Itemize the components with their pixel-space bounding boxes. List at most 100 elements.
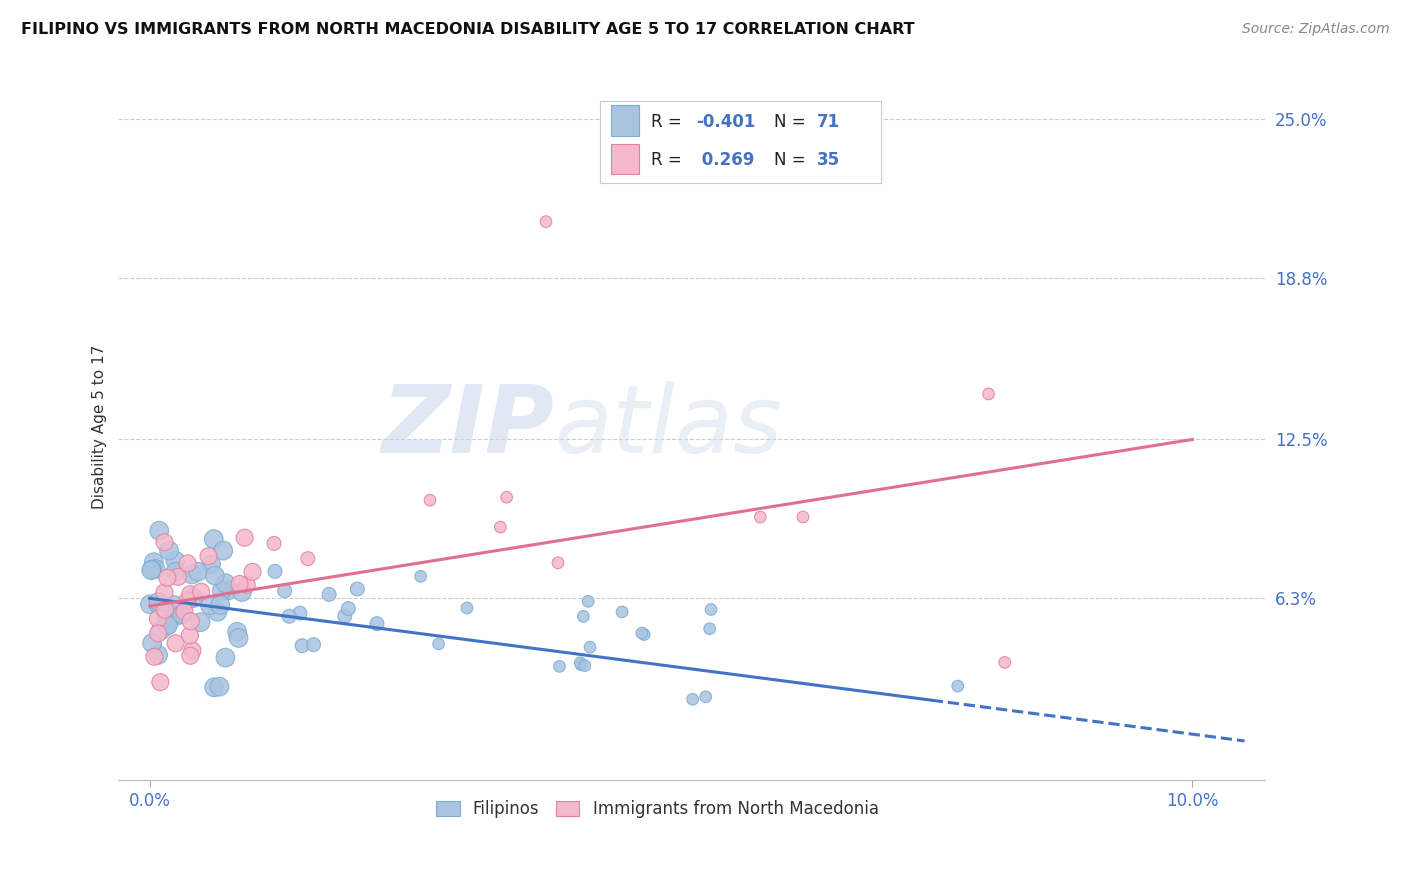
Point — [141, 562, 163, 576]
Point — [409, 569, 432, 583]
Point — [288, 606, 311, 620]
Point — [302, 638, 325, 652]
Point — [202, 532, 225, 546]
Point — [495, 490, 517, 504]
Point — [180, 567, 202, 582]
Point — [212, 543, 235, 558]
Point — [218, 583, 240, 598]
Point — [149, 623, 172, 637]
Point — [242, 565, 264, 579]
Point — [146, 612, 169, 626]
Point — [200, 558, 222, 572]
Point — [176, 593, 198, 607]
Point — [173, 605, 195, 619]
Point — [148, 524, 170, 538]
Point — [148, 598, 170, 612]
Point — [273, 583, 295, 598]
Point — [297, 551, 319, 566]
Point — [179, 587, 201, 601]
Point — [157, 543, 180, 558]
Point — [572, 609, 595, 624]
Point — [165, 607, 187, 622]
Point — [548, 659, 571, 673]
Point — [214, 576, 236, 591]
Point — [153, 599, 176, 614]
Point — [427, 637, 450, 651]
Point — [228, 631, 250, 645]
Point — [142, 555, 165, 569]
Point — [263, 536, 285, 550]
Point — [143, 649, 166, 664]
Point — [153, 585, 176, 599]
Text: atlas: atlas — [554, 381, 783, 472]
Point — [155, 609, 177, 624]
Point — [231, 585, 253, 599]
Point — [156, 618, 179, 632]
Point — [202, 680, 225, 694]
Point — [534, 214, 557, 228]
Point — [146, 648, 169, 662]
Point — [569, 657, 592, 672]
Text: ZIP: ZIP — [381, 381, 554, 473]
Point — [172, 607, 194, 622]
Point — [149, 675, 172, 690]
Point — [145, 562, 167, 576]
Point — [165, 609, 187, 624]
Point — [207, 605, 229, 619]
Point — [419, 493, 441, 508]
Point — [146, 626, 169, 640]
Point — [197, 549, 219, 564]
Point — [333, 609, 356, 624]
Point — [576, 594, 599, 608]
Point — [209, 598, 232, 612]
Point — [179, 628, 201, 642]
Point — [181, 643, 204, 657]
Point — [337, 601, 360, 615]
Point — [141, 563, 163, 577]
Point — [547, 556, 569, 570]
Point — [233, 531, 256, 545]
Point — [183, 591, 205, 605]
Point — [167, 570, 190, 584]
Point — [946, 679, 969, 693]
Point — [291, 639, 314, 653]
Point — [153, 535, 176, 549]
Text: FILIPINO VS IMMIGRANTS FROM NORTH MACEDONIA DISABILITY AGE 5 TO 17 CORRELATION C: FILIPINO VS IMMIGRANTS FROM NORTH MACEDO… — [21, 22, 915, 37]
Point — [749, 510, 772, 524]
Point — [574, 658, 596, 673]
Point — [165, 636, 187, 650]
Point — [139, 598, 162, 612]
Text: Source: ZipAtlas.com: Source: ZipAtlas.com — [1241, 22, 1389, 37]
Point — [179, 648, 201, 663]
Point — [264, 565, 287, 579]
Point — [318, 587, 340, 601]
Point — [165, 553, 187, 567]
Legend: Filipinos, Immigrants from North Macedonia: Filipinos, Immigrants from North Macedon… — [429, 794, 886, 825]
Point — [366, 616, 388, 631]
Point — [610, 605, 633, 619]
Point — [695, 690, 717, 704]
Point — [682, 692, 704, 706]
Point — [148, 595, 170, 609]
Point — [579, 640, 602, 655]
Point — [569, 656, 592, 670]
Point — [994, 656, 1017, 670]
Point — [163, 598, 186, 612]
Point — [190, 615, 212, 629]
Point — [228, 577, 250, 591]
Point — [346, 582, 368, 596]
Point — [278, 609, 301, 624]
Point — [214, 650, 236, 665]
Point — [456, 601, 478, 615]
Point — [235, 578, 257, 592]
Point — [190, 584, 212, 599]
Point — [633, 627, 655, 641]
Point — [156, 571, 179, 585]
Point — [489, 520, 512, 534]
Point — [153, 602, 176, 616]
Point — [977, 387, 1000, 401]
Point — [211, 583, 233, 598]
Point — [176, 557, 198, 571]
Point — [187, 565, 209, 579]
Point — [208, 680, 231, 694]
